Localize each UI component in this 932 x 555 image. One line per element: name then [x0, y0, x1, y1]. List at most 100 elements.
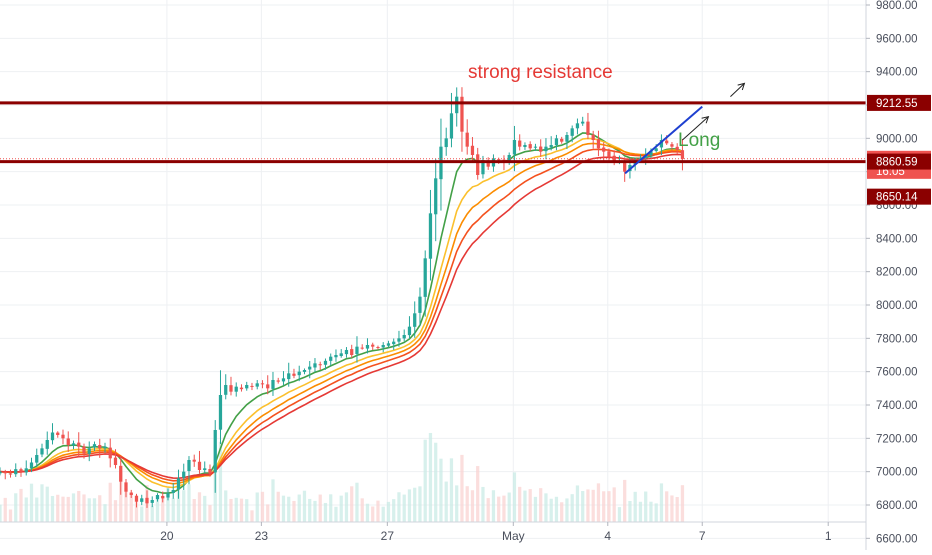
volume-bar	[66, 496, 70, 522]
candle-body	[234, 386, 238, 392]
volume-bar	[234, 497, 238, 522]
price-axis[interactable]: 9800.009600.009400.009200.009000.008800.…	[865, 0, 931, 550]
annotation-long: Long	[678, 130, 720, 151]
candle-body	[402, 335, 406, 339]
candle-body	[381, 345, 385, 348]
price-label-text: 8650.14	[876, 192, 918, 204]
candle-body	[554, 138, 559, 146]
volume-bar	[161, 497, 165, 522]
volume-bar	[486, 498, 490, 522]
price-label-badge	[867, 153, 931, 170]
candle-body	[3, 471, 7, 474]
candle-body	[140, 498, 144, 502]
volume-bar	[586, 489, 590, 522]
candle-body	[591, 134, 595, 140]
candle-body	[182, 471, 186, 478]
volume-bar	[224, 490, 228, 522]
volume-bar	[187, 484, 191, 522]
volume-bar	[381, 506, 385, 522]
candle-body	[8, 473, 13, 475]
price-tick-label: 6800.00	[876, 500, 918, 512]
price-tick-label: 9000.00	[876, 133, 918, 145]
volume-bar	[329, 494, 333, 522]
candle-body	[35, 455, 39, 463]
candle-body	[680, 150, 685, 159]
volume-bar	[245, 499, 249, 522]
volume-bar	[460, 454, 464, 522]
time-axis[interactable]: 20 23 27 May 4 7 1	[0, 521, 866, 543]
candle-body	[533, 146, 538, 148]
price-tick-label: 7400.00	[876, 400, 918, 412]
volume-bar	[334, 506, 338, 522]
candle-body	[119, 465, 123, 482]
volume-bar	[680, 485, 685, 522]
volume-bar	[103, 504, 107, 522]
candle-body	[376, 347, 380, 349]
volume-bar	[575, 485, 580, 522]
candle-body	[344, 350, 349, 355]
volume-bar	[192, 498, 196, 522]
candle-body	[323, 360, 328, 365]
volume-bar	[150, 506, 154, 522]
candle-body	[171, 490, 175, 494]
candle-body	[413, 313, 417, 327]
volume-bar	[255, 492, 259, 522]
candle-body	[360, 347, 364, 349]
price-tick-label: 9800.00	[876, 0, 918, 12]
candle-body	[187, 460, 191, 472]
candle-body	[313, 363, 317, 368]
candle-body	[476, 154, 480, 175]
volume-bar	[350, 486, 354, 522]
horizontal-levels	[0, 101, 866, 164]
volume-bar	[313, 500, 317, 522]
price-tick-label: 8400.00	[876, 233, 918, 245]
candle-body	[192, 459, 196, 462]
candle-body	[61, 434, 65, 439]
candle-body	[434, 178, 438, 215]
candle-body	[371, 344, 375, 347]
candle-body	[308, 366, 312, 370]
candle-body	[675, 146, 679, 150]
volume-bar	[308, 498, 312, 522]
volume-bar	[297, 494, 301, 522]
candle-body	[497, 159, 501, 161]
volume-bar	[129, 492, 133, 522]
candle-body	[670, 144, 674, 147]
price-tick-label: 9600.00	[876, 33, 918, 45]
price-label-text: 8860.59	[876, 157, 918, 169]
time-tick-label: 20	[160, 529, 174, 543]
trend-line	[624, 105, 703, 175]
volume-bar	[565, 498, 569, 522]
candle-body	[523, 145, 527, 147]
volume-bar	[271, 479, 275, 522]
candle-body	[260, 383, 265, 385]
candle-body	[208, 468, 212, 474]
volume-bar	[675, 497, 679, 522]
volume-bar	[512, 472, 517, 522]
volume-bar	[449, 458, 454, 522]
candle-body	[518, 140, 522, 147]
volume-bar	[644, 491, 648, 522]
volume-bar	[612, 487, 616, 522]
price-tick-label: 9400.00	[876, 67, 918, 79]
candle-body	[176, 478, 181, 490]
volume-bar	[371, 506, 375, 522]
volume-bar	[560, 502, 564, 522]
candle-body	[24, 468, 28, 473]
volume-bar	[491, 490, 496, 522]
volume-bar	[155, 499, 160, 522]
candle-body	[271, 380, 275, 389]
volume-bar	[14, 493, 18, 522]
candle-body	[239, 387, 244, 390]
volume-bar	[413, 487, 417, 522]
candle-body	[103, 446, 107, 449]
volume-bar	[549, 498, 553, 522]
candle-body	[570, 128, 574, 136]
ma-line-2	[0, 137, 683, 489]
candle-body	[654, 148, 658, 152]
time-tick-label: May	[502, 529, 525, 543]
candle-body	[486, 160, 490, 167]
volume-bar	[617, 507, 622, 522]
